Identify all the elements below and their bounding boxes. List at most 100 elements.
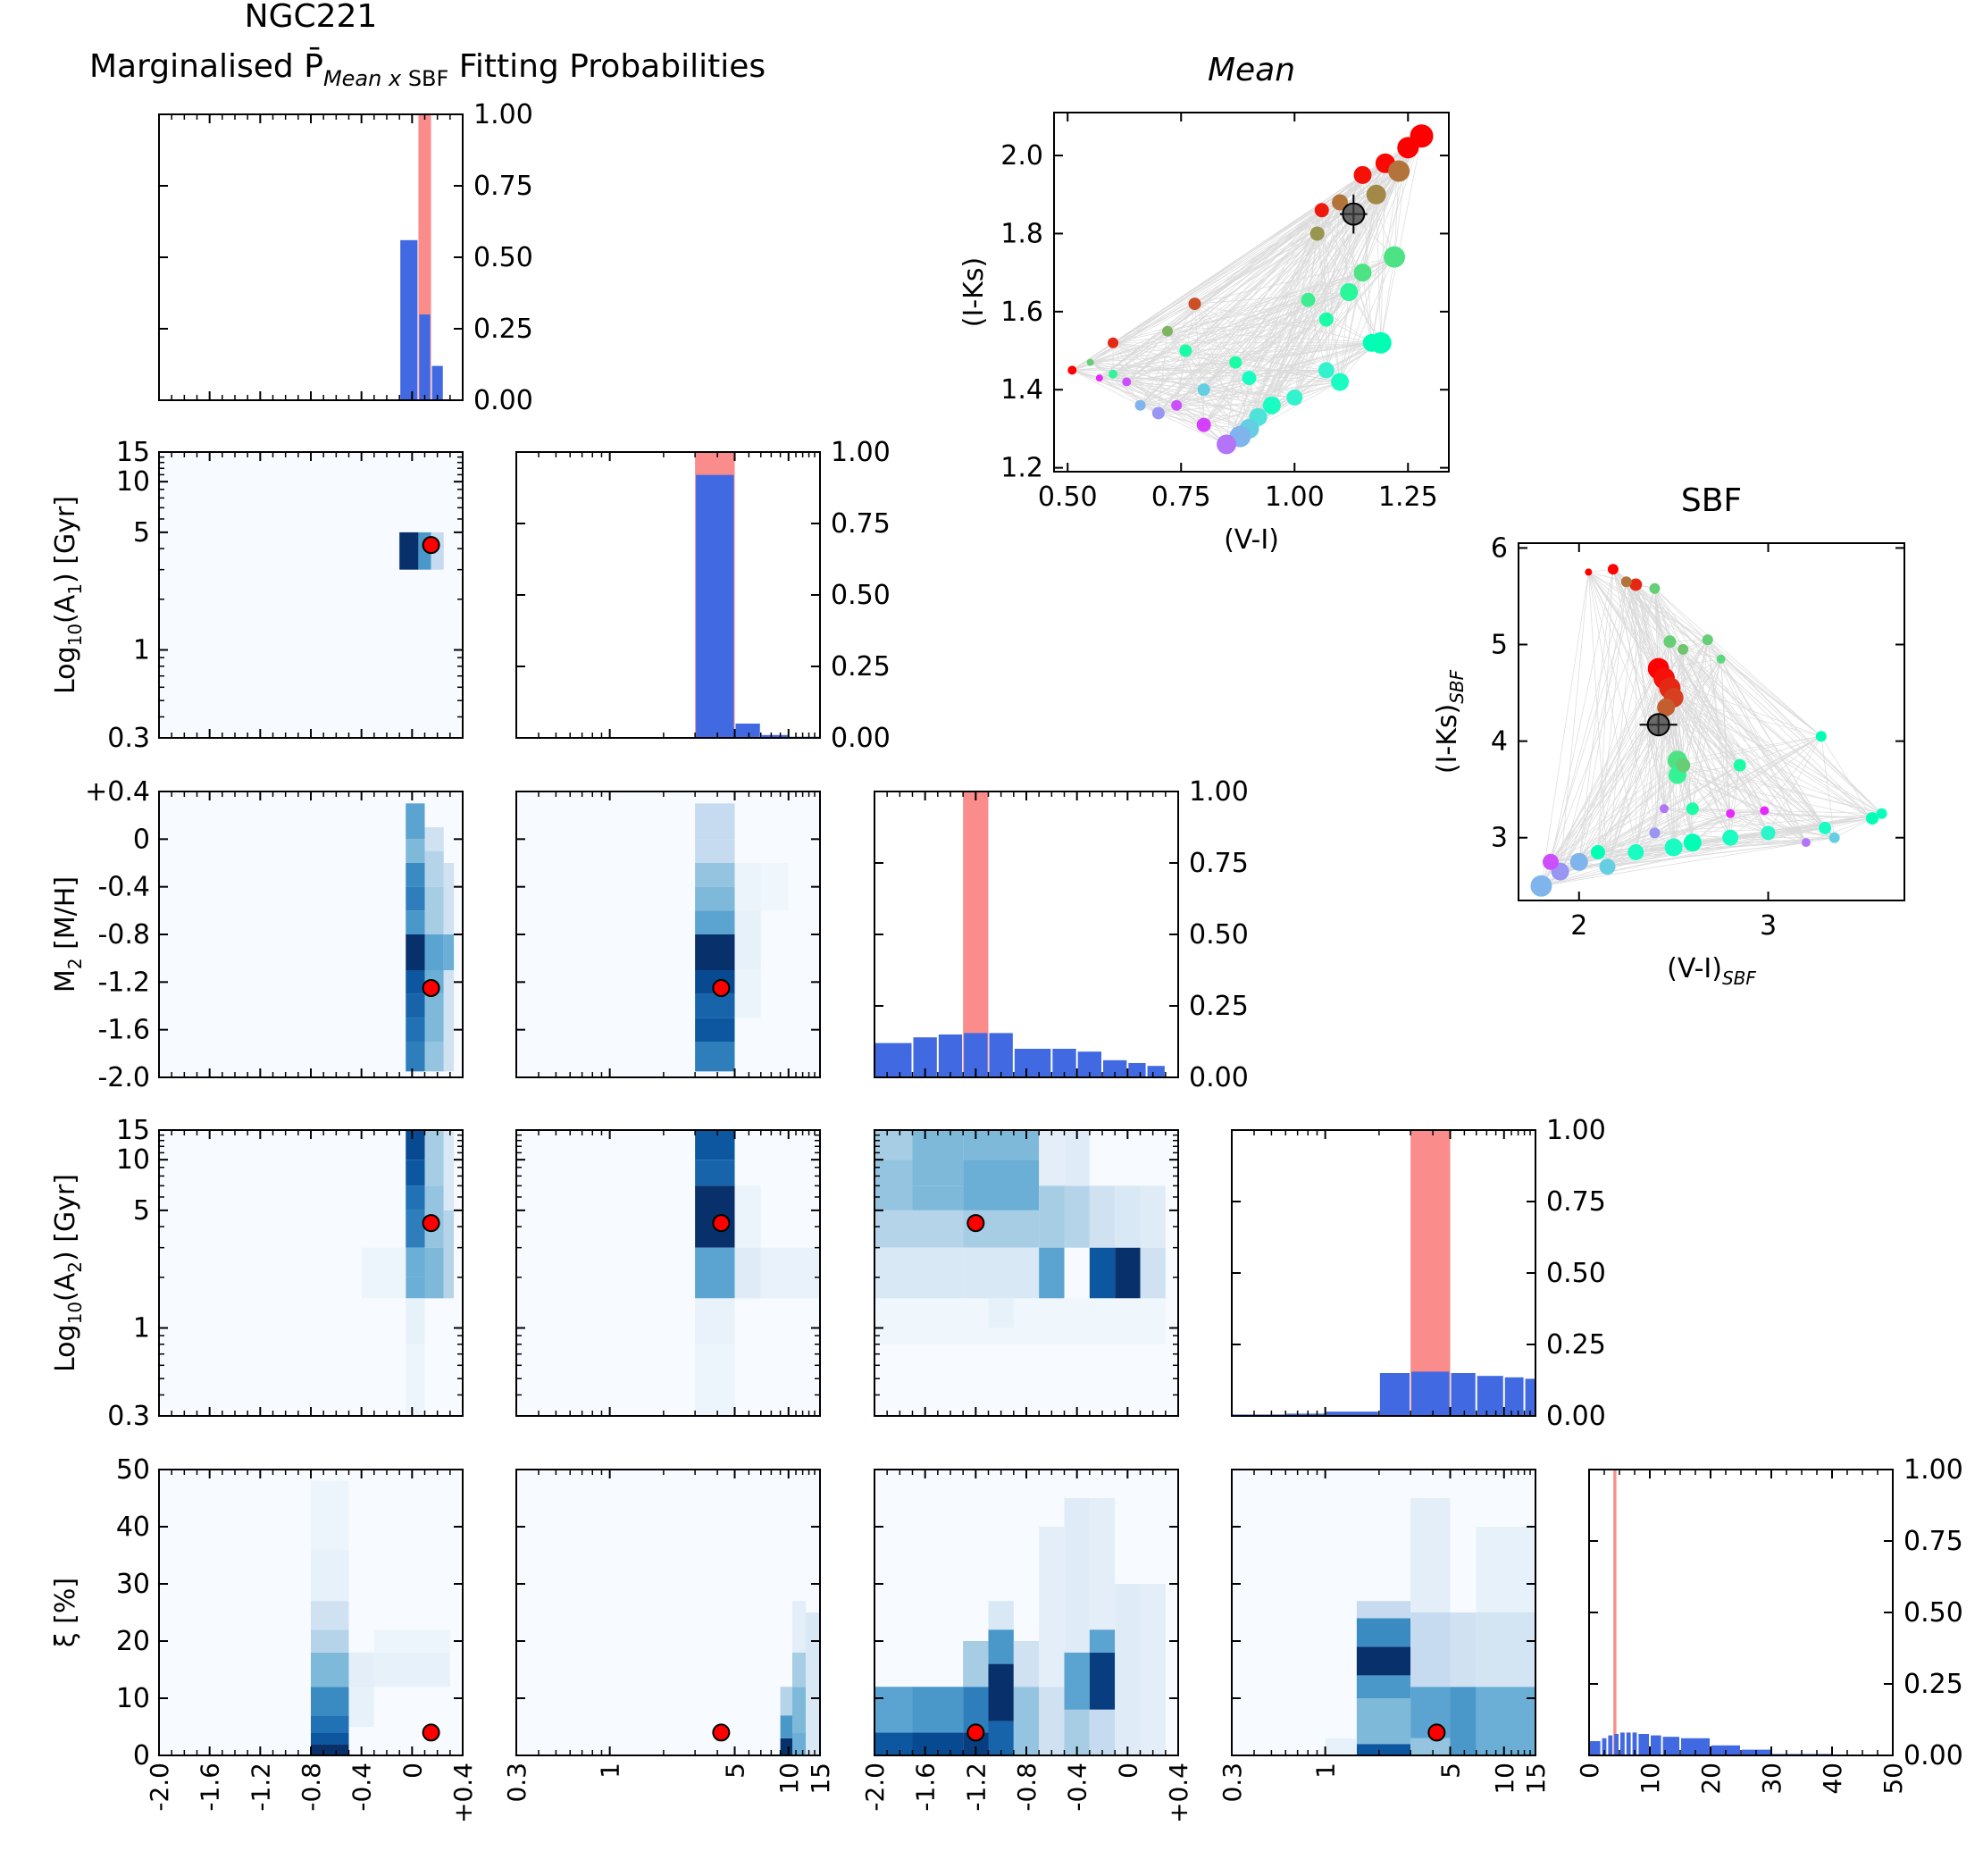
scatter-mean-mesh-line xyxy=(1140,202,1341,406)
scatter-mean-mesh-line xyxy=(1249,136,1422,430)
scatter-sbf-mesh-line xyxy=(1626,582,1731,838)
heatmap-xi-vs-a2-xtick-label: 15 xyxy=(1521,1763,1551,1795)
heatmap-m2-vs-m1-ytick-label: -0.4 xyxy=(97,872,150,903)
histogram-xi-xtick-label: 20 xyxy=(1696,1763,1726,1795)
scatter-sbf-mesh-line xyxy=(1768,736,1822,833)
scatter-mean-point xyxy=(1179,344,1192,357)
scatter-sbf-mesh-line xyxy=(1677,765,1740,775)
scatter-sbf-mesh-line xyxy=(1636,584,1721,659)
histogram-xi-frame xyxy=(1588,1469,1894,1756)
histogram-m1-ytick-label: 0.25 xyxy=(473,314,533,345)
scatter-sbf-mesh-line xyxy=(1768,827,1826,833)
heatmap-a2-vs-m2-cell xyxy=(912,1247,964,1299)
scatter-mean-mesh-line xyxy=(1140,342,1381,406)
scatter-mean-mesh-line xyxy=(1293,202,1341,398)
scatter-sbf-mesh-line xyxy=(1588,572,1708,641)
label-rest: (A xyxy=(640,1874,669,1876)
heatmap-a2-vs-m2-cell xyxy=(988,1298,1014,1328)
scatter-sbf-mesh-line xyxy=(1739,765,1826,829)
heatmap-a2-vs-m1-ytick-label: 5 xyxy=(133,1195,150,1227)
histogram-m2-bar xyxy=(1128,1063,1146,1077)
heatmap-xi-vs-a2-cell xyxy=(1356,1618,1411,1647)
heatmap-xi-vs-m1-ytick-label: 10 xyxy=(116,1683,150,1714)
scatter-mean-mesh-line xyxy=(1308,210,1323,300)
scatter-sbf-mesh-line xyxy=(1654,588,1660,669)
heatmap-a1-vs-m1-ylabel: Log10(A1) [Gyr] xyxy=(50,496,86,694)
scatter-sbf-mesh-line xyxy=(1720,658,1731,814)
histogram-a2-bar xyxy=(1286,1413,1325,1416)
scatter-mean-mesh-line xyxy=(1112,202,1341,344)
scatter-mean-mesh-line xyxy=(1167,303,1195,331)
scatter-mean-mesh-line xyxy=(1249,377,1295,398)
scatter-mean-mesh-line xyxy=(1112,331,1168,375)
heatmap-xi-vs-a1-xtick-label: 10 xyxy=(774,1763,804,1795)
heatmap-a2-vs-m2-cell xyxy=(1039,1247,1065,1299)
scatter-mean-mesh-line xyxy=(1113,319,1326,344)
scatter-mean-mesh-line xyxy=(1185,350,1236,363)
scatter-sbf-point xyxy=(1876,808,1887,819)
scatter-sbf-mesh-line xyxy=(1654,588,1670,642)
heatmap-xi-vs-a2-xtick-label: 0.3 xyxy=(1217,1763,1247,1803)
scatter-mean-point xyxy=(1196,417,1211,432)
heatmap-a1-vs-m1-ytick-label: 0.3 xyxy=(107,723,150,754)
scatter-mean-mesh-line xyxy=(1090,299,1309,363)
scatter-mean-mesh-line xyxy=(1203,210,1323,390)
scatter-mean-mesh-line xyxy=(1158,413,1204,425)
histogram-a2-bar xyxy=(1326,1411,1378,1416)
scatter-mean-mesh-line xyxy=(1185,350,1295,398)
scatter-mean-mesh-line xyxy=(1112,342,1204,390)
scatter-sbf-mesh-line xyxy=(1654,588,1665,809)
scatter-sbf-mesh-line xyxy=(1707,639,1807,843)
label-sub: 10 xyxy=(64,1302,86,1324)
heatmap-xi-vs-m1-cell xyxy=(373,1652,450,1688)
scatter-mean-mesh-line xyxy=(1090,303,1195,363)
histogram-xi-ytick-label: 0.00 xyxy=(1904,1740,1963,1771)
heatmap-xi-vs-m1-xlabel: M1 [M/H] xyxy=(253,1874,369,1876)
scatter-mean-mesh-line xyxy=(1090,362,1250,379)
scatter-mean-mesh-line xyxy=(1226,210,1323,445)
heatmap-xi-vs-m2-xlabel: M2 [M/H] xyxy=(968,1874,1084,1876)
heatmap-xi-vs-a2-cell xyxy=(1410,1498,1451,1612)
scatter-mean-mesh-line xyxy=(1176,381,1341,406)
heatmap-a1-vs-m1-bg xyxy=(159,452,463,738)
scatter-mean-point xyxy=(1309,226,1325,241)
scatter-sbf-mesh-line xyxy=(1663,765,1740,809)
histogram-m2-bar xyxy=(938,1034,963,1077)
scatter-sbf-mesh-line xyxy=(1612,569,1665,809)
heatmap-a2-vs-m1-ytick-label: 10 xyxy=(116,1144,150,1176)
scatter-sbf-mesh-line xyxy=(1612,568,1882,814)
scatter-mean-ytick-label: 1.4 xyxy=(1000,374,1043,406)
scatter-sbf-mesh-line xyxy=(1607,808,1694,867)
heatmap-xi-vs-m2-cell xyxy=(1089,1629,1116,1653)
heatmap-m2-vs-m1-ytick-label: -0.8 xyxy=(97,919,150,951)
heatmap-a2-vs-m2-cell xyxy=(1089,1185,1116,1248)
scatter-mean-point xyxy=(1340,283,1359,301)
heatmap-a2-vs-m1-cell xyxy=(424,1130,444,1186)
scatter-sbf-mesh-line xyxy=(1541,851,1599,887)
scatter-sbf-mesh-line xyxy=(1560,641,1670,872)
heatmap-m2-vs-a1-cell xyxy=(695,886,735,911)
label-base: ξ xyxy=(1706,1874,1721,1876)
scatter-sbf-mesh-line xyxy=(1707,639,1826,829)
scatter-sbf-mesh-line xyxy=(1597,810,1765,853)
scatter-sbf-mesh-line xyxy=(1588,572,1721,660)
scatter-mean-mesh-line xyxy=(1234,362,1273,406)
label-sub2: 1 xyxy=(64,583,86,595)
scatter-mean-mesh-line xyxy=(1317,233,1341,382)
heatmap-xi-vs-a2-cell xyxy=(1410,1612,1451,1688)
heatmap-xi-vs-m1-cell xyxy=(311,1549,349,1602)
figure-title-suffix: Fitting Probabilities xyxy=(448,48,766,85)
scatter-sbf-mesh-line xyxy=(1636,808,1694,853)
heatmap-xi-vs-m2-xtick-label: -1.6 xyxy=(911,1763,941,1812)
scatter-mean-point xyxy=(1229,356,1243,369)
scatter-sbf-mesh-line xyxy=(1607,584,1636,867)
heatmap-a2-vs-m2-cell xyxy=(1064,1130,1090,1186)
heatmap-xi-vs-m2-xtick-label: 0 xyxy=(1113,1763,1142,1779)
scatter-mean-point xyxy=(1314,203,1329,218)
scatter-sbf-mesh-line xyxy=(1764,810,1807,843)
scatter-sbf-mesh-line xyxy=(1560,837,1731,872)
scatter-mean-mesh-line xyxy=(1203,370,1326,390)
heatmap-xi-vs-a1-cell xyxy=(792,1601,807,1653)
scatter-mean-mesh-line xyxy=(1326,202,1341,371)
heatmap-xi-vs-m1-ytick-label: 40 xyxy=(116,1512,150,1543)
